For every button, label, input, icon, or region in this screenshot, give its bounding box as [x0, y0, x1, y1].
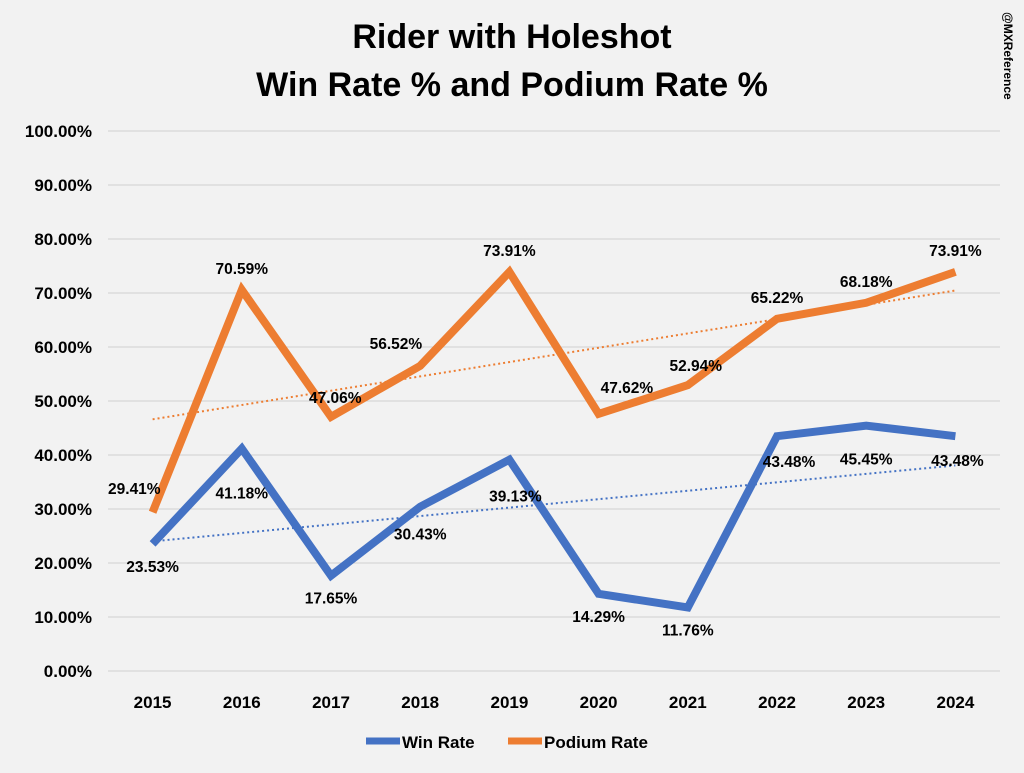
- data-labels: 23.53% 41.18% 17.65% 30.43% 39.13% 14.29% 11.7…: [108, 243, 984, 640]
- podium-rate-data-label: 73.91%: [483, 243, 536, 260]
- y-tick-label: 100.00%: [25, 122, 92, 141]
- y-axis-ticks: 0.00% 10.00% 20.00% 30.00% 40.00% 50.00% 60.00…: [25, 122, 92, 681]
- x-tick-label: 2018: [401, 693, 439, 712]
- y-tick-label: 20.00%: [34, 554, 92, 573]
- x-tick-label: 2019: [490, 693, 528, 712]
- x-tick-label: 2016: [223, 693, 261, 712]
- x-tick-label: 2015: [134, 693, 172, 712]
- podium-rate-trendline: [152, 289, 956, 421]
- chart-title-line-1: Rider with Holeshot: [352, 18, 671, 56]
- podium-rate-data-label: 47.06%: [309, 390, 362, 407]
- x-tick-label: 2023: [847, 693, 885, 712]
- y-tick-label: 60.00%: [34, 338, 92, 357]
- podium-rate-data-label: 68.18%: [840, 274, 893, 291]
- y-tick-label: 10.00%: [34, 608, 92, 627]
- y-tick-label: 40.00%: [34, 446, 92, 465]
- x-tick-label: 2022: [758, 693, 796, 712]
- podium-rate-data-label: 73.91%: [929, 243, 982, 260]
- win-rate-data-label: 43.48%: [931, 453, 984, 470]
- trendlines: [152, 289, 956, 543]
- y-tick-label: 90.00%: [34, 176, 92, 195]
- podium-rate-data-label: 56.52%: [370, 336, 423, 353]
- podium-rate-data-label: 65.22%: [751, 290, 804, 307]
- x-tick-label: 2024: [936, 693, 974, 712]
- win-rate-data-label: 43.48%: [763, 454, 816, 471]
- win-rate-data-label: 11.76%: [662, 622, 714, 639]
- win-rate-data-label: 30.43%: [394, 527, 447, 544]
- win-rate-data-label: 41.18%: [216, 486, 269, 503]
- y-tick-label: 0.00%: [44, 662, 92, 681]
- podium-rate-data-label: 29.41%: [108, 481, 161, 498]
- y-tick-label: 80.00%: [34, 230, 92, 249]
- watermark: @MXReference: [1001, 12, 1015, 100]
- win-rate-line: [149, 421, 956, 612]
- x-axis-ticks: 2015 2016 2017 2018 2019 2020 2021 2022 2023 2024: [134, 693, 975, 712]
- y-tick-label: 30.00%: [34, 500, 92, 519]
- podium-rate-line: [148, 265, 957, 514]
- podium-rate-data-label: 52.94%: [670, 358, 723, 375]
- win-rate-data-label: 45.45%: [840, 452, 893, 469]
- x-tick-label: 2021: [669, 693, 707, 712]
- x-tick-label: 2020: [580, 693, 618, 712]
- y-tick-label: 70.00%: [34, 284, 92, 303]
- podium-rate-legend-label: Podium Rate: [544, 733, 648, 752]
- win-rate-legend-label: Win Rate: [402, 733, 475, 752]
- y-tick-label: 50.00%: [34, 392, 92, 411]
- x-tick-label: 2017: [312, 693, 350, 712]
- chart-title-line-2: Win Rate % and Podium Rate %: [256, 66, 768, 104]
- series-lines: [148, 265, 957, 612]
- win-rate-data-label: 23.53%: [126, 559, 179, 576]
- gridlines: [108, 130, 1000, 672]
- podium-rate-data-label: 47.62%: [601, 380, 654, 397]
- podium-rate-data-label: 70.59%: [216, 261, 269, 278]
- win-rate-trendline: [152, 464, 956, 543]
- legend: Win Rate Podium Rate: [366, 733, 648, 752]
- win-rate-data-label: 17.65%: [305, 591, 358, 608]
- win-rate-data-label: 39.13%: [489, 489, 542, 506]
- win-rate-data-label: 14.29%: [572, 609, 625, 626]
